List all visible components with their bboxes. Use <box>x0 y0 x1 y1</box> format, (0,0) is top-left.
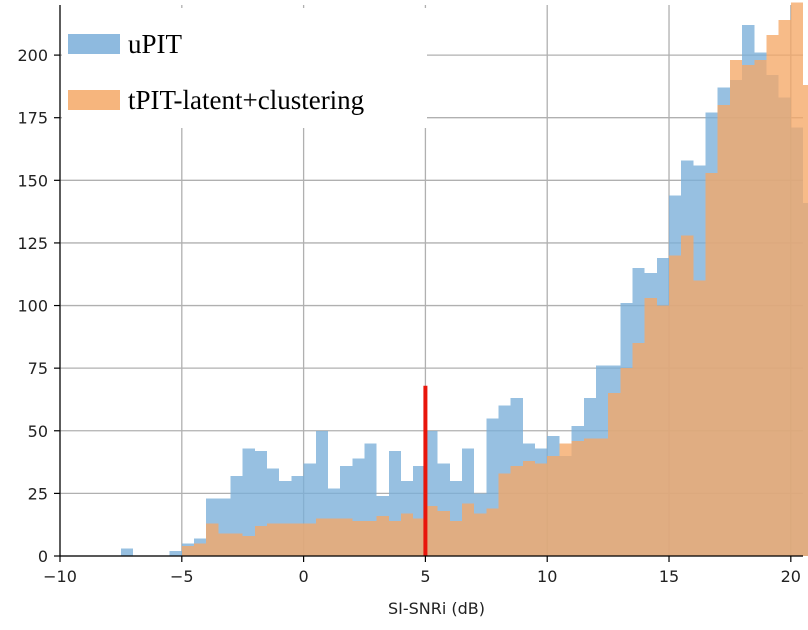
bar-tpit <box>754 60 767 556</box>
bar-tpit <box>413 518 426 556</box>
bar-tpit <box>230 533 243 556</box>
bar-tpit <box>803 85 808 557</box>
x-tick-label: 5 <box>420 567 430 586</box>
bar-tpit <box>498 473 511 556</box>
bar-tpit <box>681 235 694 556</box>
bar-tpit <box>620 368 633 556</box>
x-tick-label: 20 <box>781 567 801 586</box>
legend-swatch-upit <box>68 34 120 54</box>
y-tick-label: 125 <box>17 234 48 253</box>
legend-background <box>62 8 427 128</box>
bar-tpit <box>303 523 316 556</box>
legend-swatch-tpit <box>68 90 120 110</box>
bar-tpit <box>437 510 450 556</box>
bar-tpit <box>401 513 414 556</box>
x-tick-label: 0 <box>299 567 309 586</box>
x-tick-label: −5 <box>170 567 194 586</box>
y-tick-label: 50 <box>28 422 48 441</box>
bar-tpit <box>742 65 755 556</box>
bar-tpit <box>644 298 657 556</box>
bar-tpit <box>656 305 670 556</box>
bar-tpit <box>376 515 389 556</box>
legend-label-upit: uPIT <box>128 29 183 59</box>
bar-tpit <box>206 523 219 556</box>
bar-tpit <box>218 533 231 556</box>
bar-tpit <box>632 343 645 556</box>
bar-tpit <box>778 20 791 556</box>
bar-tpit <box>279 523 292 556</box>
y-tick-label: 175 <box>17 109 48 128</box>
bar-tpit <box>242 535 255 556</box>
bar-tpit <box>388 520 402 556</box>
bar-tpit <box>583 438 596 556</box>
bar-tpit <box>267 523 280 556</box>
bar-tpit <box>717 105 730 556</box>
y-tick-label: 200 <box>17 46 48 65</box>
bar-upit <box>242 448 255 556</box>
x-tick-label: −10 <box>43 567 77 586</box>
bar-tpit <box>461 503 475 556</box>
bar-tpit <box>425 505 438 556</box>
bar-tpit <box>291 523 304 556</box>
bar-tpit <box>522 460 536 556</box>
y-tick-label: 25 <box>28 484 48 503</box>
legend-label-tpit: tPIT-latent+clustering <box>128 85 364 115</box>
axes <box>59 5 803 557</box>
y-tick-label: 100 <box>17 297 48 316</box>
bar-tpit <box>705 172 718 556</box>
bar-tpit <box>364 520 377 556</box>
bar-tpit <box>352 520 365 556</box>
x-tick-label: 15 <box>659 567 679 586</box>
bar-tpit <box>340 518 353 556</box>
histogram-bars <box>120 2 808 557</box>
bar-tpit <box>608 393 621 556</box>
y-tick-label: 0 <box>38 547 48 566</box>
bar-tpit <box>254 525 268 556</box>
bar-tpit <box>571 440 584 556</box>
x-axis-label: SI-SNRi (dB) <box>388 599 485 618</box>
bar-upit <box>169 550 182 556</box>
bar-tpit <box>474 513 487 556</box>
bar-tpit <box>693 280 706 556</box>
bar-tpit <box>766 35 779 556</box>
bar-tpit <box>595 438 609 556</box>
bar-tpit <box>315 518 328 556</box>
bar-tpit <box>729 60 743 556</box>
y-tick-label: 75 <box>28 359 48 378</box>
bar-tpit <box>669 255 682 557</box>
x-tick-label: 10 <box>537 567 557 586</box>
y-tick-label: 150 <box>17 171 48 190</box>
bar-tpit <box>327 518 341 556</box>
bar-tpit <box>790 2 803 556</box>
bar-tpit <box>535 463 548 556</box>
legend: uPIT tPIT-latent+clustering <box>62 8 427 128</box>
bar-tpit <box>181 545 194 556</box>
bar-tpit <box>510 465 523 556</box>
bar-tpit <box>559 443 572 556</box>
bar-tpit <box>193 543 207 556</box>
bar-tpit <box>486 508 499 556</box>
bar-upit <box>120 548 134 556</box>
bar-tpit <box>449 520 462 556</box>
bar-tpit <box>547 455 560 556</box>
